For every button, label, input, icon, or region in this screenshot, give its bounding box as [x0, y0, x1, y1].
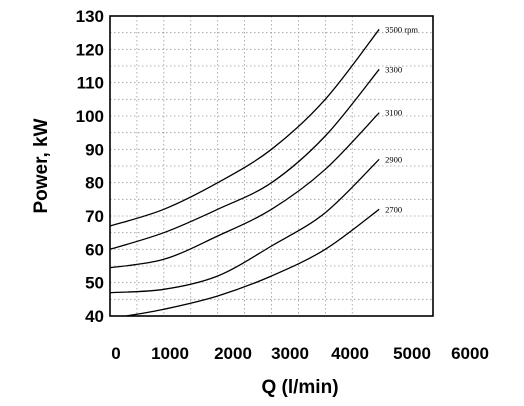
y-tick-label: 60	[85, 240, 104, 259]
x-tick-label: 1000	[151, 344, 189, 363]
x-tick-label: 6000	[451, 344, 489, 363]
x-tick-labels: 0 1000 2000 3000 4000 5000 6000	[111, 344, 489, 363]
series-line	[109, 68, 380, 250]
x-tick-label: 2000	[214, 344, 252, 363]
y-tick-label: 90	[85, 140, 104, 159]
x-tick-label: 4000	[331, 344, 369, 363]
y-tick-label: 70	[85, 207, 104, 226]
y-tick-labels: 40 50 60 70 80 90 100 110 120 130	[76, 7, 104, 326]
series-label: 3100	[385, 108, 402, 118]
series-labels: 3500 rpm 3300 3100 2900 2700	[385, 24, 418, 214]
series-line	[109, 28, 380, 227]
series-line	[109, 112, 380, 269]
grid	[110, 16, 433, 316]
x-tick-label: 0	[111, 344, 120, 363]
series-label: 3300	[385, 64, 402, 74]
y-tick-label: 110	[77, 74, 104, 93]
series-lines	[109, 28, 380, 317]
y-tick-label: 50	[85, 274, 104, 293]
series-label: 2900	[385, 154, 402, 164]
y-tick-label: 40	[85, 307, 104, 326]
series-line	[109, 158, 380, 294]
y-axis-label: Power, kW	[31, 118, 52, 213]
y-tick-label: 130	[76, 7, 104, 26]
x-tick-label: 3000	[271, 344, 309, 363]
plot-frame	[109, 15, 434, 317]
series-label: 3500 rpm	[385, 24, 418, 34]
y-tick-label: 120	[76, 40, 104, 59]
series-label: 2700	[385, 204, 402, 214]
x-tick-label: 5000	[393, 344, 431, 363]
series-line	[126, 208, 380, 317]
y-tick-label: 100	[76, 107, 104, 126]
y-tick-label: 80	[85, 174, 104, 193]
x-axis-label: Q (l/min)	[261, 377, 338, 398]
